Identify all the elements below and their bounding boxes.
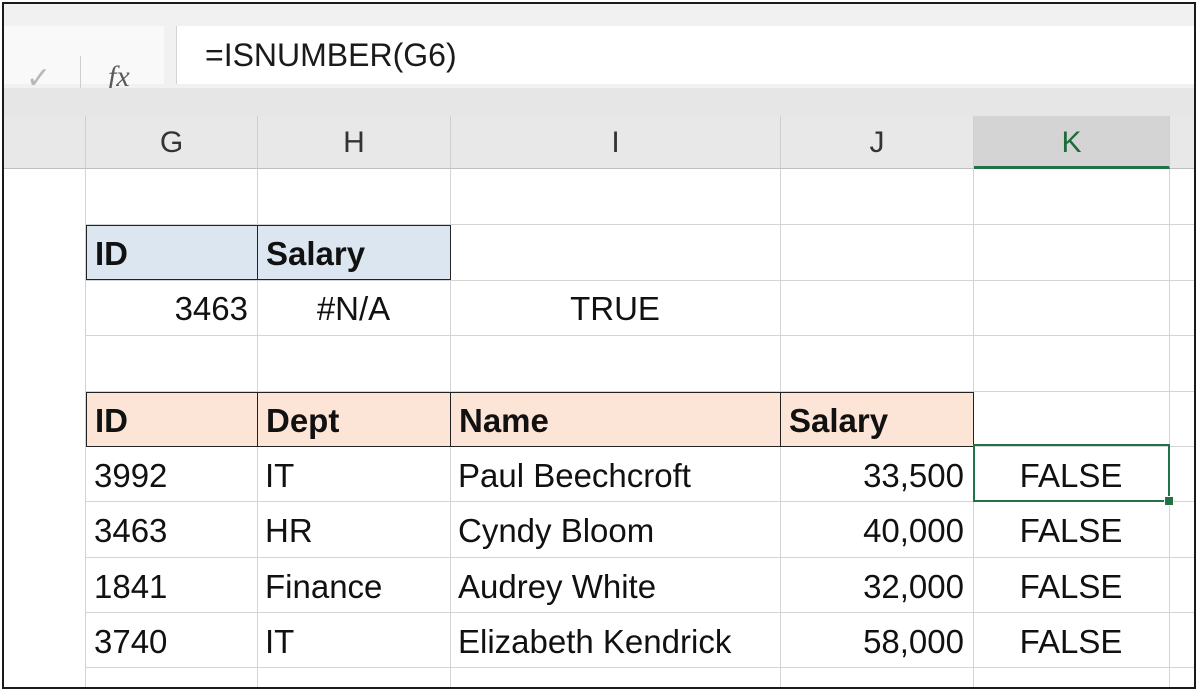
table-header-salary[interactable]: Salary bbox=[780, 392, 974, 447]
column-header-h[interactable]: H bbox=[258, 116, 451, 169]
divider bbox=[80, 56, 81, 100]
table-header-id[interactable]: ID bbox=[86, 392, 258, 447]
column-header-k[interactable]: K bbox=[974, 116, 1170, 169]
lookup-id-cell[interactable]: 3463 bbox=[174, 290, 248, 327]
table-header-name[interactable]: Name bbox=[450, 392, 781, 447]
dept-cell[interactable]: Finance bbox=[265, 568, 383, 605]
gridline bbox=[86, 612, 1194, 613]
lookup-header-salary[interactable]: Salary bbox=[257, 225, 451, 280]
gridline bbox=[86, 557, 1194, 558]
isnumber-result-cell[interactable]: TRUE bbox=[570, 290, 660, 327]
id-cell[interactable]: 1841 bbox=[94, 568, 168, 605]
salary-cell[interactable]: 40,000 bbox=[863, 512, 964, 549]
gridline bbox=[86, 667, 1194, 668]
lookup-header-id[interactable]: ID bbox=[86, 225, 258, 280]
id-cell[interactable]: 3463 bbox=[94, 512, 168, 549]
check-cell[interactable]: FALSE bbox=[1019, 568, 1123, 605]
check-cell[interactable]: FALSE bbox=[1019, 457, 1123, 494]
gridline bbox=[86, 335, 1194, 336]
formula-input[interactable]: =ISNUMBER(G6) bbox=[176, 26, 1194, 84]
column-header-next[interactable] bbox=[1170, 116, 1194, 169]
salary-cell[interactable]: 33,500 bbox=[863, 457, 964, 494]
select-all-corner[interactable] bbox=[4, 116, 86, 169]
name-cell[interactable]: Elizabeth Kendrick bbox=[458, 623, 732, 660]
formula-text[interactable]: =ISNUMBER(G6) bbox=[205, 37, 457, 73]
gridline bbox=[86, 224, 1194, 225]
column-header-g[interactable]: G bbox=[86, 116, 258, 169]
fill-handle[interactable] bbox=[1164, 496, 1174, 506]
table-header-dept[interactable]: Dept bbox=[257, 392, 451, 447]
salary-cell[interactable]: 32,000 bbox=[863, 568, 964, 605]
row-header-strip bbox=[4, 169, 86, 687]
gridline bbox=[86, 391, 1194, 392]
dept-cell[interactable]: IT bbox=[265, 623, 295, 660]
lookup-salary-cell[interactable]: #N/A bbox=[316, 290, 391, 327]
id-cell[interactable]: 3992 bbox=[94, 457, 168, 494]
gridline bbox=[86, 501, 1194, 502]
toolbar-gap bbox=[4, 88, 1194, 116]
formula-bar: ✓ fx =ISNUMBER(G6) bbox=[4, 4, 1194, 100]
name-cell[interactable]: Cyndy Bloom bbox=[458, 512, 655, 549]
dept-cell[interactable]: IT bbox=[265, 457, 295, 494]
active-cell-selection[interactable] bbox=[973, 444, 1170, 502]
name-cell[interactable]: Audrey White bbox=[458, 568, 657, 605]
insert-function-icon[interactable]: fx bbox=[108, 60, 130, 93]
column-header-j[interactable]: J bbox=[781, 116, 974, 169]
name-cell[interactable]: Paul Beechcroft bbox=[458, 457, 691, 494]
salary-cell[interactable]: 58,000 bbox=[863, 623, 964, 660]
formula-bar-controls: ✓ fx bbox=[4, 26, 164, 100]
check-cell[interactable]: FALSE bbox=[1019, 512, 1123, 549]
dept-cell[interactable]: HR bbox=[265, 512, 313, 549]
column-header-i[interactable]: I bbox=[451, 116, 781, 169]
id-cell[interactable]: 3740 bbox=[94, 623, 168, 660]
gridline bbox=[86, 280, 1194, 281]
check-cell[interactable]: FALSE bbox=[1019, 623, 1123, 660]
gridline bbox=[1169, 169, 1170, 687]
